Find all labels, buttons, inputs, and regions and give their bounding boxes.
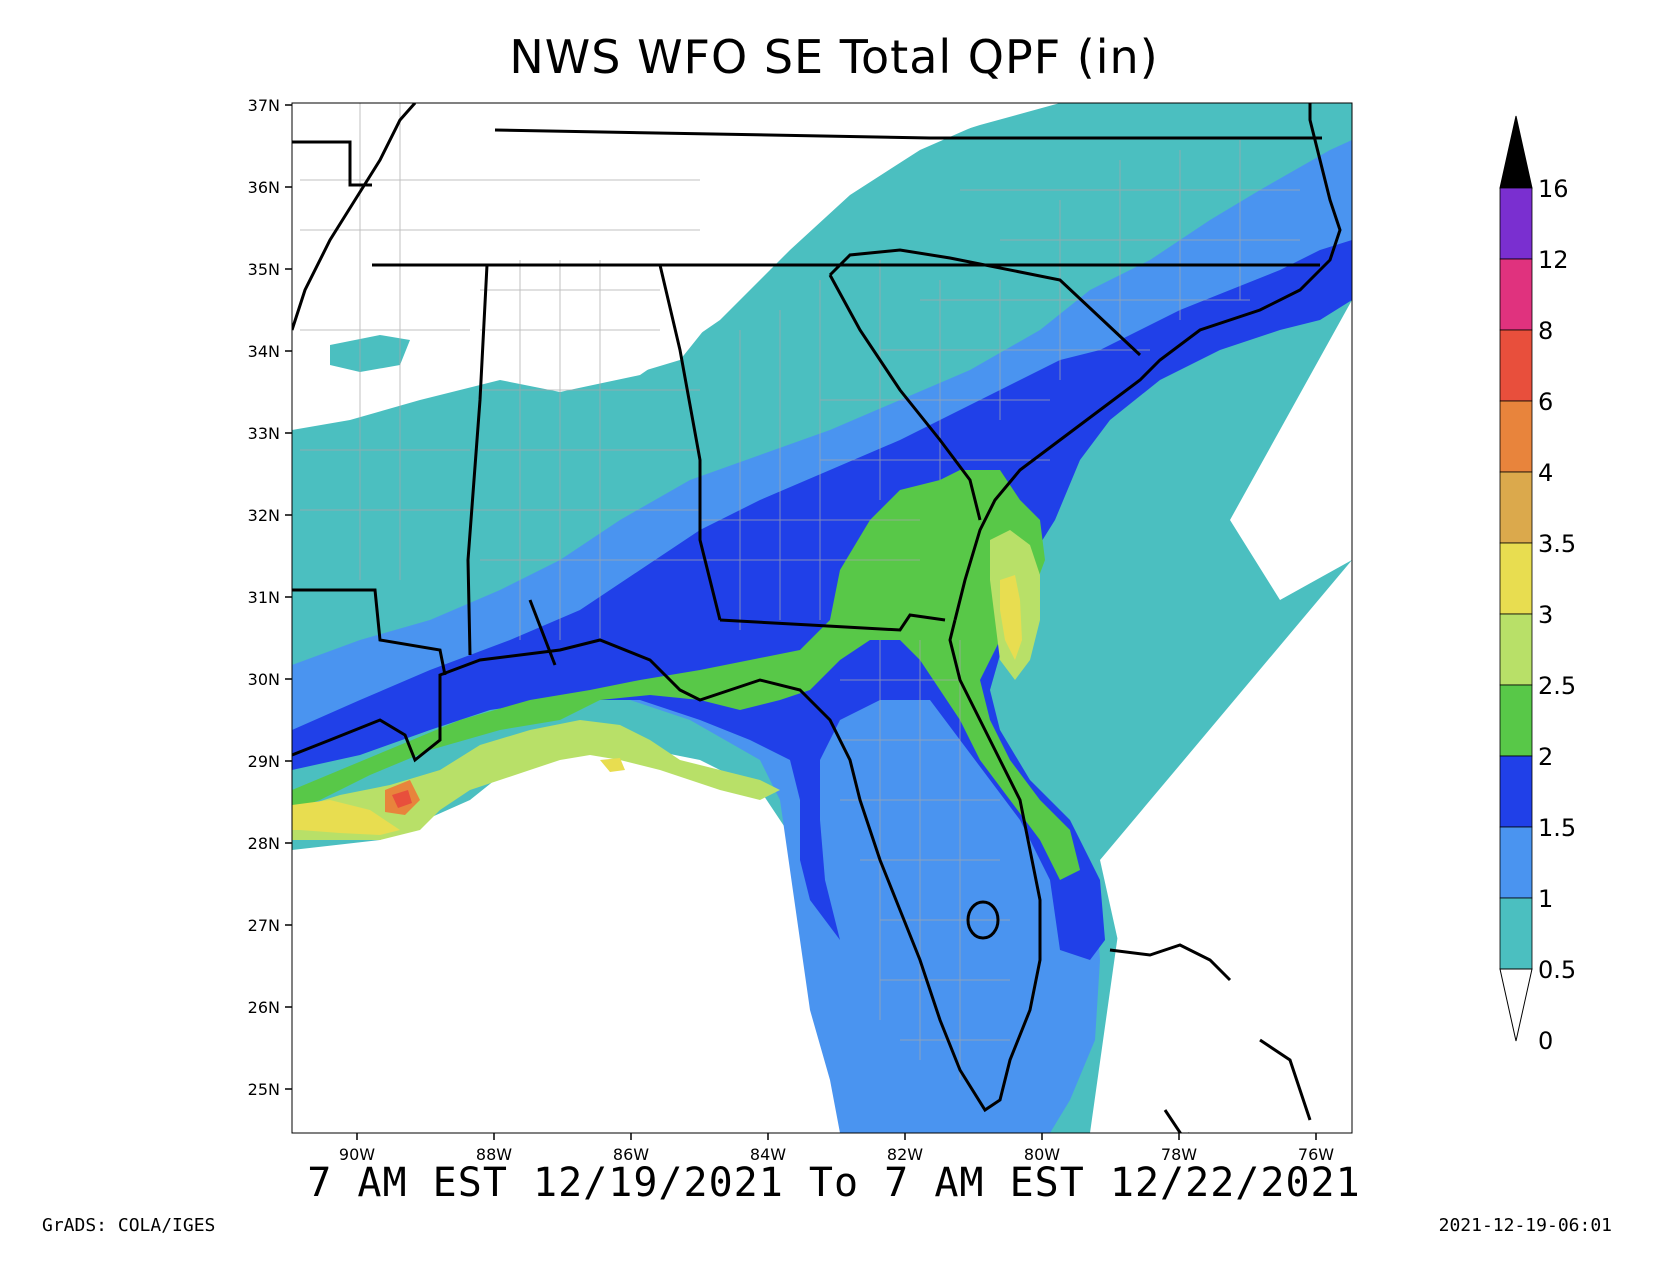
colorbar-bottom-triangle — [1499, 968, 1533, 1042]
lat-label: 30N — [248, 670, 280, 689]
qpf-lightgreen-region — [292, 530, 1040, 840]
colorbar: 16 12 8 6 4 3.5 3 2.5 2 1.5 1 0.5 0 — [1499, 115, 1576, 1055]
colorbar-segment — [1499, 755, 1533, 828]
colorbar-label: 0 — [1538, 1027, 1553, 1055]
lon-label: 78W — [1161, 1145, 1197, 1164]
county-boundaries — [300, 103, 1300, 1080]
qpf-map — [292, 103, 1352, 1133]
lat-label: 29N — [248, 752, 280, 771]
colorbar-label: 0.5 — [1538, 956, 1576, 984]
grads-credit: GrADS: COLA/IGES — [42, 1215, 216, 1236]
longitude-axis: 90W 88W 86W 84W 82W 80W 78W 76W — [339, 1133, 1334, 1164]
lat-label: 35N — [248, 260, 280, 279]
lat-label: 37N — [248, 96, 280, 115]
colorbar-segment — [1499, 826, 1533, 899]
valid-period-label: 7 AM EST 12/19/2021 To 7 AM EST 12/22/20… — [307, 1160, 1361, 1206]
colorbar-label: 2 — [1538, 743, 1553, 771]
colorbar-top-triangle — [1499, 115, 1533, 189]
lon-label: 84W — [750, 1145, 786, 1164]
colorbar-segment — [1499, 187, 1533, 260]
colorbar-label: 12 — [1538, 246, 1569, 274]
qpf-yellow-region — [292, 575, 1022, 835]
colorbar-label: 4 — [1538, 459, 1553, 487]
colorbar-segment — [1499, 684, 1533, 757]
lat-label: 27N — [248, 916, 280, 935]
colorbar-label: 3 — [1538, 601, 1553, 629]
state-boundaries — [292, 103, 1342, 1133]
lon-label: 80W — [1024, 1145, 1060, 1164]
run-timestamp: 2021-12-19-06:01 — [1438, 1215, 1612, 1236]
colorbar-segment — [1499, 258, 1533, 331]
lon-label: 88W — [476, 1145, 512, 1164]
colorbar-segment — [1499, 897, 1533, 970]
qpf-red-spot — [392, 790, 412, 808]
lat-label: 33N — [248, 424, 280, 443]
colorbar-segment — [1499, 542, 1533, 615]
lat-label: 31N — [248, 588, 280, 607]
latitude-axis: 37N 36N 35N 34N 33N 32N 31N 30N 29N 28N 27N 26N 25N — [248, 96, 292, 1099]
colorbar-segment — [1499, 613, 1533, 686]
colorbar-segment — [1499, 329, 1533, 402]
lat-label: 26N — [248, 998, 280, 1017]
colorbar-label: 6 — [1538, 388, 1553, 416]
qpf-green-region — [292, 470, 1080, 880]
colorbar-label: 16 — [1538, 175, 1569, 203]
colorbar-label: 8 — [1538, 317, 1553, 345]
lat-label: 32N — [248, 506, 280, 525]
lat-label: 28N — [248, 834, 280, 853]
colorbar-label: 1 — [1538, 885, 1553, 913]
colorbar-segment — [1499, 400, 1533, 473]
lat-label: 25N — [248, 1080, 280, 1099]
map-frame — [291, 102, 1353, 1134]
colorbar-label: 1.5 — [1538, 814, 1576, 842]
lon-label: 86W — [613, 1145, 649, 1164]
lon-label: 82W — [887, 1145, 923, 1164]
lon-label: 90W — [339, 1145, 375, 1164]
lat-label: 36N — [248, 178, 280, 197]
colorbar-label: 2.5 — [1538, 672, 1576, 700]
lon-label: 76W — [1298, 1145, 1334, 1164]
colorbar-label: 3.5 — [1538, 530, 1576, 558]
colorbar-segment — [1499, 471, 1533, 544]
map-title: NWS WFO SE Total QPF (in) — [509, 30, 1159, 84]
lat-label: 34N — [248, 342, 280, 361]
